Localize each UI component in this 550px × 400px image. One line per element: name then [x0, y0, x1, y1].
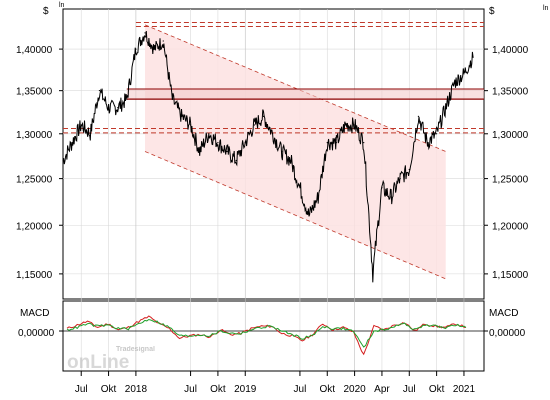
macd-series [59, 315, 488, 356]
price-point [117, 107, 119, 109]
price-point [344, 124, 347, 126]
price-point [436, 133, 438, 135]
channel-lower-line [144, 151, 446, 280]
price-point [299, 187, 301, 189]
channel-fill [145, 24, 446, 279]
price-point [62, 159, 64, 162]
signal-line [66, 318, 467, 348]
y-tick-label-right: 1,40000 [492, 45, 529, 56]
x-tick-label: Jul [403, 384, 416, 395]
y-tick-label-left: 1,20000 [16, 221, 53, 232]
price-point [208, 133, 210, 135]
price-point [463, 73, 465, 75]
y-tick-label-left: 1,15000 [16, 270, 53, 281]
price-point [226, 150, 228, 153]
x-tick-label: Apr [374, 384, 390, 395]
x-tick-label: Jul [75, 384, 88, 395]
price-point [80, 124, 82, 126]
x-tick-label: 2020 [343, 384, 366, 395]
price-point [271, 133, 274, 135]
price-point [390, 196, 392, 198]
price-point [335, 142, 337, 144]
price-point [71, 142, 73, 144]
x-tick-label: Okt [101, 384, 117, 395]
price-point [153, 48, 155, 50]
x-tick-label: 2018 [125, 384, 148, 395]
price-point [98, 90, 101, 92]
price-point [472, 56, 474, 58]
x-tick-label: Jul [184, 384, 197, 395]
price-point [180, 115, 183, 117]
y-tick-label-left: 1,40000 [16, 45, 53, 56]
price-point [445, 107, 447, 109]
y-tick-label-right: 1,20000 [492, 221, 529, 232]
y-tick-label-right: 1,30000 [492, 130, 529, 141]
x-tick-label: Okt [319, 384, 335, 395]
x-tick-label: 2021 [453, 384, 476, 395]
support-resistance-levels [63, 21, 485, 134]
y-tick-label-right: 1,35000 [492, 87, 529, 98]
price-point [281, 150, 283, 153]
price-point [135, 48, 137, 50]
price-point [171, 98, 173, 100]
price-point [317, 196, 319, 198]
macd-panel-frame [62, 300, 485, 372]
right-unit-label: $ [489, 6, 495, 17]
y-tick-label-left: 1,25000 [16, 175, 53, 186]
support-zone-band [126, 88, 485, 100]
price-point [290, 159, 292, 162]
macd-label-right: MACD [489, 308, 518, 319]
price-point [244, 142, 246, 144]
price-point [107, 107, 110, 109]
price-point [399, 178, 401, 180]
macd-zero-left: 0,00000 [18, 328, 55, 339]
price-point [408, 168, 410, 171]
price-point [253, 124, 255, 126]
price-point [354, 124, 356, 126]
y-tick-label-left: 1,30000 [16, 130, 53, 141]
x-tick-label: Okt [429, 384, 445, 395]
watermark-logo: Tradesignal onLine [67, 346, 155, 373]
price-point [417, 115, 419, 117]
price-point [89, 133, 91, 135]
price-point [426, 142, 429, 144]
macd-label-left: MACD [20, 308, 49, 319]
price-point [162, 40, 164, 42]
y-tick-label-right: 1,15000 [492, 270, 529, 281]
price-point [326, 142, 328, 144]
x-tick-label: 2019 [234, 384, 257, 395]
price-point [454, 81, 456, 83]
price-point [235, 159, 237, 162]
price-point [381, 187, 383, 189]
price-point [217, 142, 219, 144]
channel-upper-line [144, 24, 446, 152]
x-axis-ticks: Jul Okt 2018 Jul Okt 2019 Jul Okt 2020 Apr Jul Okt 2… [63, 370, 484, 395]
right-corner-label: ln [543, 5, 549, 12]
watermark-bottom-text: onLine [67, 352, 129, 373]
price-point [363, 142, 365, 144]
y-tick-label-left: 1,35000 [16, 87, 53, 98]
price-point [372, 273, 374, 275]
y-tick-label-right: 1,25000 [492, 175, 529, 186]
x-tick-label: Okt [210, 384, 226, 395]
watermark-top-text: Tradesignal [116, 346, 155, 353]
price-point [308, 215, 310, 217]
macd-zero-right: 0,00000 [489, 328, 526, 339]
trend-channel [144, 24, 446, 280]
y-axis-ticks: 1,15000 1,15000 1,20000 1,20000 1,25000 1,250… [16, 45, 529, 281]
price-point [126, 98, 128, 100]
price-point [199, 150, 201, 153]
x-tick-label: Jul [294, 384, 307, 395]
price-point [262, 115, 265, 117]
left-unit-label: $ [43, 6, 49, 17]
price-point [189, 124, 192, 126]
price-point [144, 32, 146, 34]
left-corner-label: ln [59, 2, 65, 9]
price-line [62, 30, 474, 283]
price-series [62, 30, 474, 283]
